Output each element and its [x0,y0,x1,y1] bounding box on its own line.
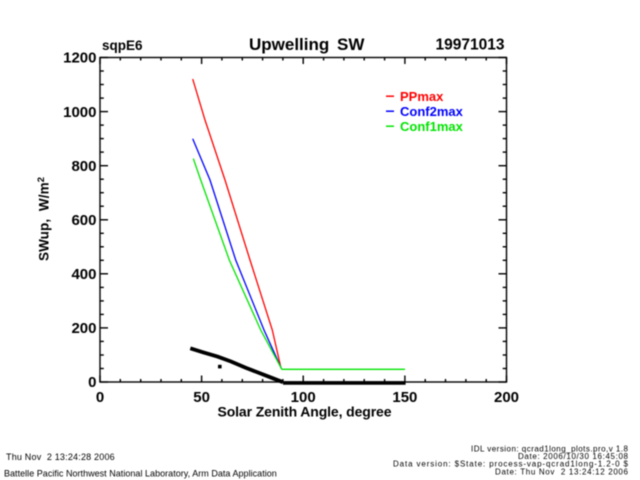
svg-text:100: 100 [291,389,316,406]
svg-text:Thu Nov 2 13:24:28 2006: Thu Nov 2 13:24:28 2006 [6,452,115,462]
svg-text:Conf2max: Conf2max [400,104,464,119]
svg-text:Upwelling: Upwelling [249,35,329,54]
svg-text:sqpE6: sqpE6 [102,38,143,53]
svg-text:150: 150 [392,389,417,406]
svg-text:IDL version: qcrad1long_plots.: IDL version: qcrad1long_plots.pro,v 1.8 [471,445,629,454]
svg-text:Date: Thu Nov 2 13:24:12 2006: Date: Thu Nov 2 13:24:12 2006 [495,468,629,477]
svg-text:Data version: $State: process-: Data version: $State: process-vap-qcrad1… [393,460,629,469]
svg-text:200: 200 [71,320,96,337]
svg-text:1000: 1000 [63,104,96,121]
svg-text:19971013: 19971013 [436,37,505,54]
svg-text:50: 50 [193,389,210,406]
svg-text:600: 600 [71,212,96,229]
svg-text:Date: 2006/10/30 16:45:08: Date: 2006/10/30 16:45:08 [518,452,629,461]
svg-text:PPmax: PPmax [400,89,444,104]
svg-text:400: 400 [71,266,96,283]
svg-text:0: 0 [96,389,104,406]
svg-text:SW: SW [337,35,365,54]
svg-text:1200: 1200 [63,50,96,67]
svg-text:Battelle Pacific Northwest Nat: Battelle Pacific Northwest National Labo… [4,469,277,479]
svg-text:SWup, W/m2: SWup, W/m2 [36,177,52,261]
svg-text:800: 800 [71,158,96,175]
svg-text:200: 200 [494,389,519,406]
svg-text:0: 0 [88,374,96,391]
svg-text:Conf1max: Conf1max [400,119,464,134]
svg-text:Solar Zenith Angle, degree: Solar Zenith Angle, degree [218,404,392,420]
